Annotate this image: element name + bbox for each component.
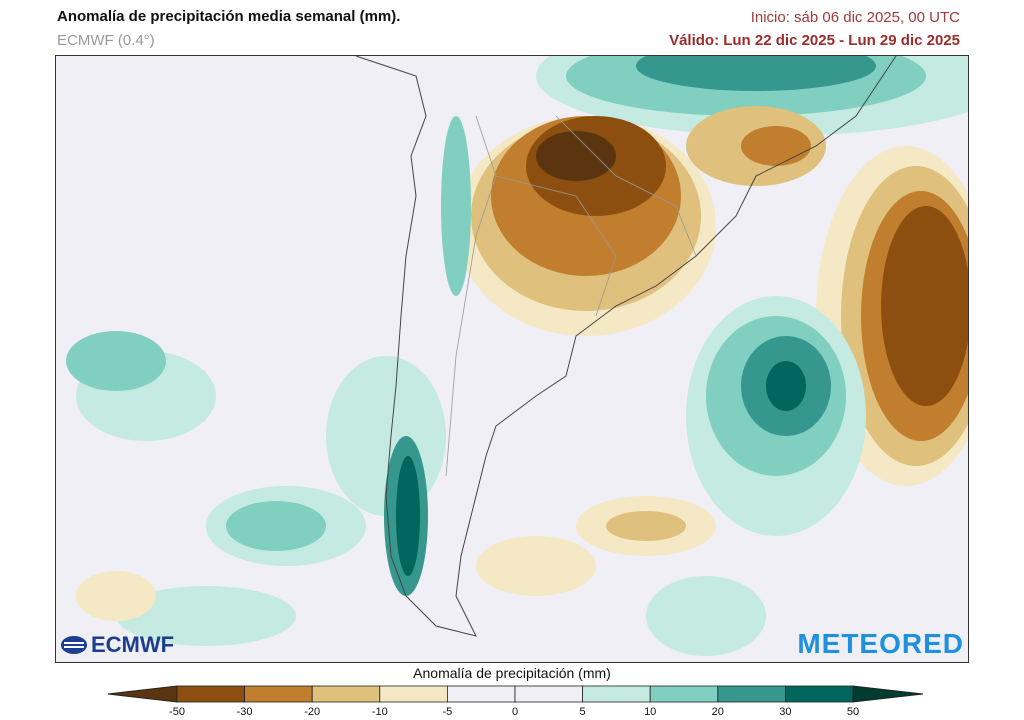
colorbar-tick-label: 10 bbox=[644, 706, 657, 718]
colorbar-segment bbox=[649, 685, 719, 703]
colorbar-extend-low bbox=[108, 685, 178, 703]
init-time: Inicio: sáb 06 dic 2025, 00 UTC bbox=[750, 9, 960, 26]
valid-period: Válido: Lun 22 dic 2025 - Lun 29 dic 202… bbox=[669, 32, 960, 49]
colorbar-segment bbox=[785, 685, 854, 703]
meteored-logo: METEORED bbox=[797, 628, 964, 659]
colorbar-segment bbox=[582, 685, 651, 703]
precipitation-anomaly-map: ECMWF METEORED bbox=[55, 55, 969, 663]
country-borders bbox=[445, 115, 697, 477]
colorbar-segment bbox=[446, 685, 516, 703]
colorbar-segment bbox=[379, 685, 448, 703]
map-canvas bbox=[56, 56, 968, 662]
colorbar-segment bbox=[717, 685, 786, 703]
colorbar-tick-label: -30 bbox=[236, 706, 253, 718]
colorbar-segment bbox=[514, 685, 583, 703]
colorbar-tick-label: 20 bbox=[711, 706, 724, 718]
colorbar-tick-label: 5 bbox=[579, 706, 586, 718]
colorbar-tick-label: 30 bbox=[779, 706, 792, 718]
colorbar-segment bbox=[176, 685, 245, 703]
colorbar-tick-label: -5 bbox=[442, 706, 453, 718]
colorbar-tick-label: 0 bbox=[511, 706, 519, 718]
model-label: ECMWF (0.4°) bbox=[57, 32, 155, 49]
colorbar-tick-label: -10 bbox=[371, 706, 388, 718]
map-title: Anomalía de precipitación media semanal … bbox=[57, 8, 401, 25]
colorbar bbox=[108, 685, 924, 703]
colorbar-title: Anomalía de precipitación (mm) bbox=[413, 665, 611, 681]
ecmwf-logo-icon bbox=[61, 636, 87, 654]
anomaly-fields bbox=[66, 56, 968, 656]
colorbar-tick-label: -50 bbox=[169, 706, 185, 718]
colorbar-segment bbox=[244, 685, 313, 703]
colorbar-tick-label: -20 bbox=[304, 706, 321, 718]
ecmwf-logo: ECMWF bbox=[60, 632, 174, 658]
colorbar-segment bbox=[311, 685, 381, 703]
colorbar-extend-high bbox=[852, 685, 924, 703]
ecmwf-logo-text: ECMWF bbox=[91, 632, 175, 657]
colorbar-tick-label: 50 bbox=[846, 706, 860, 718]
